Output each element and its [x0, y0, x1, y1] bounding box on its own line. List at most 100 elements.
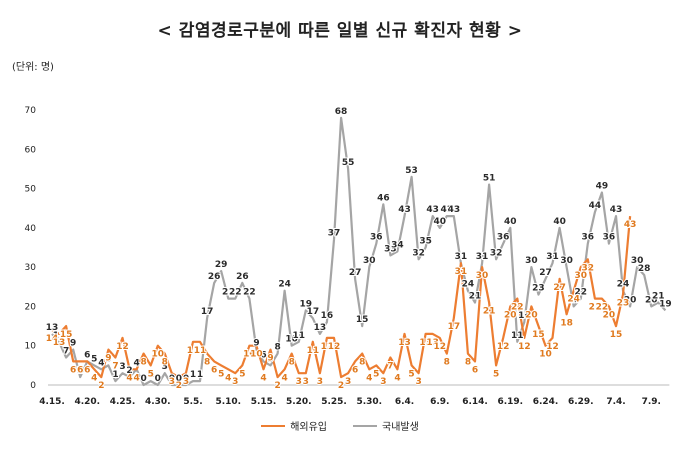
- x-tick-label: 6.4.: [395, 397, 414, 407]
- data-label: 22: [589, 303, 602, 313]
- data-label: 10: [285, 335, 298, 345]
- data-label: 26: [236, 272, 249, 282]
- data-label: 3: [162, 362, 168, 372]
- data-label: 37: [328, 229, 341, 239]
- data-label: 5: [218, 369, 224, 379]
- data-label: 22: [511, 303, 524, 313]
- data-label: 2: [176, 381, 182, 391]
- data-label: 12: [321, 342, 334, 352]
- data-label: 18: [560, 318, 573, 328]
- data-label: 11: [194, 346, 207, 356]
- data-label: 21: [483, 307, 496, 317]
- data-label: 32: [412, 248, 425, 258]
- data-label: 4: [133, 373, 139, 383]
- data-label: 35: [419, 237, 432, 247]
- data-label: 3: [380, 377, 386, 387]
- data-label: 30: [631, 256, 644, 266]
- data-label: 13: [426, 338, 439, 348]
- data-label: 55: [342, 158, 355, 168]
- data-label: 32: [490, 248, 503, 258]
- data-label: 10: [539, 350, 552, 360]
- data-label: 43: [426, 205, 439, 215]
- y-tick-label: 0: [30, 381, 36, 391]
- x-tick-label: 5.15.: [251, 397, 277, 407]
- data-label: 22: [222, 288, 235, 298]
- data-label: 33: [384, 244, 397, 254]
- y-tick-label: 60: [25, 145, 37, 155]
- data-label: 43: [448, 205, 461, 215]
- data-label: 40: [504, 217, 517, 227]
- data-label: 27: [349, 268, 362, 278]
- data-label: 2: [338, 381, 344, 391]
- data-label: 12: [433, 342, 446, 352]
- data-label: 23: [532, 284, 545, 294]
- data-label: 5: [408, 369, 414, 379]
- data-label: 8: [204, 358, 210, 368]
- data-label: 1: [112, 370, 118, 380]
- x-tick-label: 6.24.: [533, 397, 559, 407]
- y-tick-label: 30: [25, 263, 37, 273]
- data-label: 36: [370, 233, 383, 243]
- data-label: 2: [274, 381, 280, 391]
- data-label: 4: [260, 373, 266, 383]
- y-axis: 0 10 20 30 40 50 60 70: [25, 106, 37, 391]
- data-label: 43: [624, 220, 637, 230]
- data-label: 27: [553, 283, 566, 293]
- data-label: 20: [624, 295, 637, 305]
- y-tick-label: 50: [25, 185, 37, 195]
- y-tick-label: 10: [25, 342, 37, 352]
- data-label: 5: [105, 354, 111, 364]
- data-label: 8: [141, 358, 147, 368]
- legend-label-domestic: 국내발생: [382, 422, 419, 433]
- data-label: 49: [596, 182, 609, 192]
- chart-title: < 감염경로구분에 따른 일별 신규 확진자 현황 >: [157, 21, 523, 41]
- data-label: 3: [169, 377, 175, 387]
- data-label: 0: [183, 374, 189, 384]
- data-label: 3: [119, 362, 125, 372]
- data-label: 12: [328, 342, 341, 352]
- data-label: 12: [116, 342, 129, 352]
- data-label: 0: [141, 374, 147, 384]
- data-label: 1: [148, 370, 154, 380]
- data-label: 17: [448, 322, 461, 332]
- data-label: 30: [363, 256, 376, 266]
- data-label: 7: [63, 347, 69, 357]
- data-label: 11: [187, 346, 200, 356]
- data-label: 5: [493, 369, 499, 379]
- data-label: 6: [77, 365, 83, 375]
- data-label: 28: [638, 264, 651, 274]
- series-line: [51, 216, 632, 379]
- data-label: 22: [229, 288, 242, 298]
- data-label: 13: [46, 323, 59, 333]
- data-label: 51: [483, 174, 496, 184]
- data-label: 24: [567, 295, 580, 305]
- data-label: 3: [345, 377, 351, 387]
- data-label: 24: [278, 280, 291, 290]
- data-label: 4: [91, 373, 97, 383]
- data-label: 11: [53, 331, 66, 341]
- data-label: 20: [603, 310, 616, 320]
- data-label: 4: [282, 373, 288, 383]
- x-tick-label: 6.9.: [430, 397, 449, 407]
- data-label: 20: [567, 295, 580, 305]
- x-tick-label: 5.30.: [356, 397, 382, 407]
- x-tick-label: 4.25.: [110, 397, 136, 407]
- data-label: 36: [582, 233, 595, 243]
- data-label: 43: [441, 205, 454, 215]
- data-label: 5: [148, 369, 154, 379]
- data-label: 2: [126, 366, 132, 376]
- data-label: 31: [455, 267, 468, 277]
- data-label: 23: [617, 299, 630, 309]
- data-label: 15: [60, 330, 73, 340]
- data-label: 21: [469, 292, 482, 302]
- data-label: 4: [98, 358, 104, 368]
- data-label: 6: [84, 365, 90, 375]
- series-line: [51, 116, 667, 387]
- x-tick-label: 4.30.: [145, 397, 171, 407]
- x-tick-label: 6.29.: [568, 397, 594, 407]
- data-label: 6: [472, 365, 478, 375]
- data-label: 30: [574, 271, 587, 281]
- legend-item-domestic: 국내발생: [353, 418, 419, 433]
- data-label: 11: [511, 331, 524, 341]
